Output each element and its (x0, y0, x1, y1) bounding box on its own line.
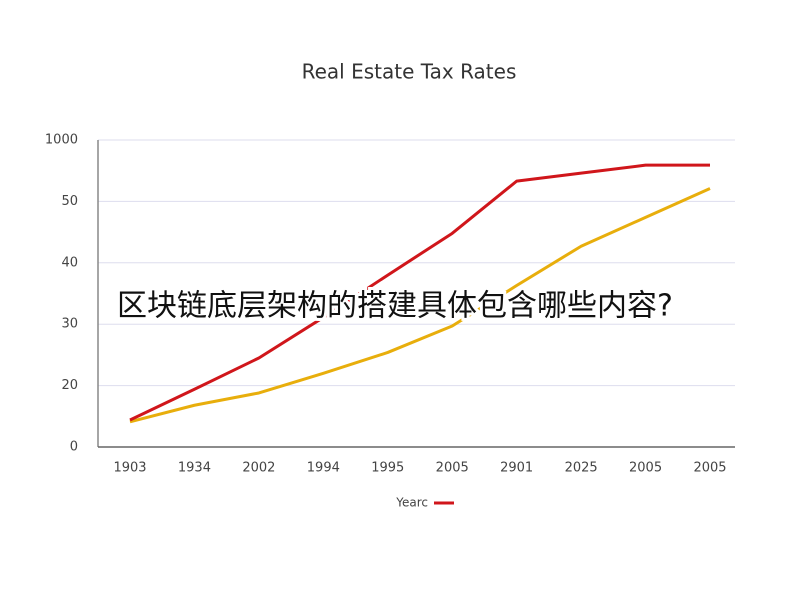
x-tick-label: 2005 (629, 461, 662, 476)
x-tick-label: 2005 (693, 461, 726, 476)
x-tick-label: 1994 (307, 461, 340, 476)
y-tick-label: 1000 (45, 133, 78, 148)
x-tick-label: 2901 (500, 461, 533, 476)
x-tick-label: 2002 (242, 461, 275, 476)
x-tick-label: 1903 (113, 461, 146, 476)
y-tick-label: 50 (61, 194, 78, 209)
x-tick-label: 2025 (565, 461, 598, 476)
legend-label: Yearc (395, 496, 428, 510)
overlay-text: 区块链底层架构的搭建具体包含哪些内容? (117, 289, 673, 324)
x-tick-label: 2005 (436, 461, 469, 476)
chart-title: Real Estate Tax Rates (302, 60, 517, 84)
y-tick-label: 20 (61, 378, 78, 393)
y-tick-label: 30 (61, 317, 78, 332)
y-tick-label: 40 (61, 255, 78, 270)
line-series (129, 187, 711, 424)
y-tick-label: 0 (70, 440, 78, 455)
x-tick-label: 1934 (178, 461, 211, 476)
x-tick-label: 1995 (371, 461, 404, 476)
line-series (129, 163, 710, 422)
